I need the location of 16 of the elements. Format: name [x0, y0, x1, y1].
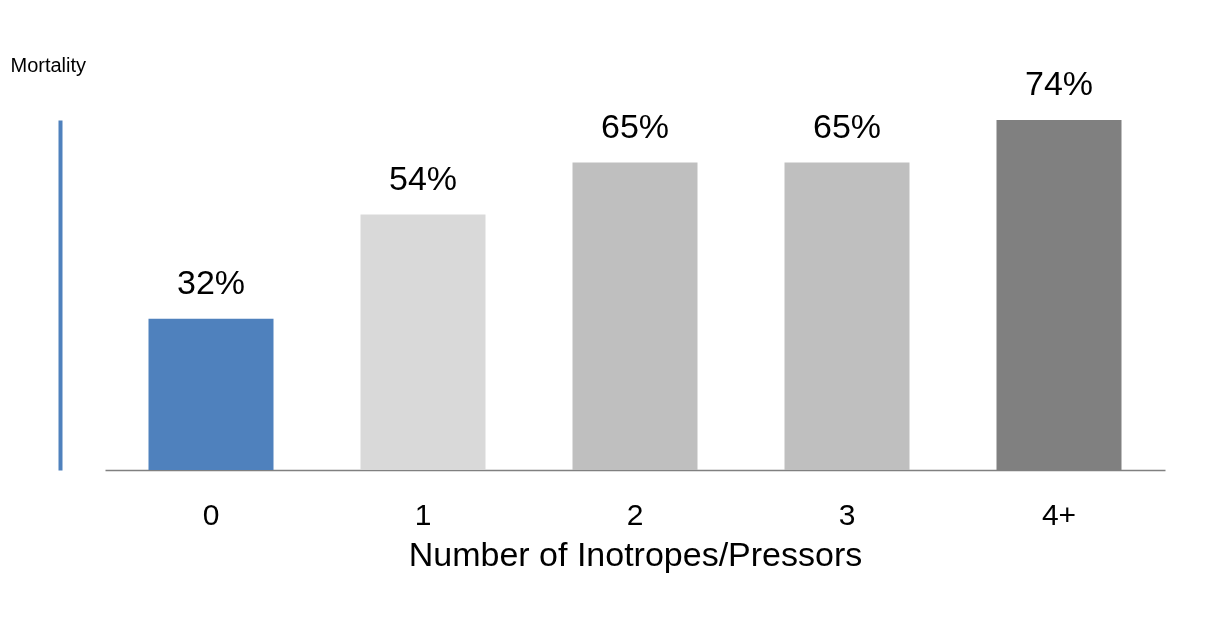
x-tick-label: 2	[626, 497, 644, 531]
bar	[784, 162, 910, 470]
y-axis-title: Mortality	[10, 53, 87, 76]
data-label: 65%	[600, 106, 670, 145]
x-tick-label: 1	[414, 497, 432, 531]
x-tick-label: 0	[202, 497, 220, 531]
x-tick-label: 4+	[1041, 497, 1077, 531]
data-label: 32%	[176, 262, 246, 301]
x-tick-label: 3	[838, 497, 856, 531]
bar	[572, 162, 698, 470]
data-label: 65%	[812, 106, 882, 145]
data-label: 74%	[1024, 64, 1094, 102]
x-axis-title: Number of Inotropes/Pressors	[408, 534, 863, 573]
bar	[148, 318, 274, 470]
bar	[360, 214, 486, 470]
data-label: 54%	[388, 158, 458, 197]
